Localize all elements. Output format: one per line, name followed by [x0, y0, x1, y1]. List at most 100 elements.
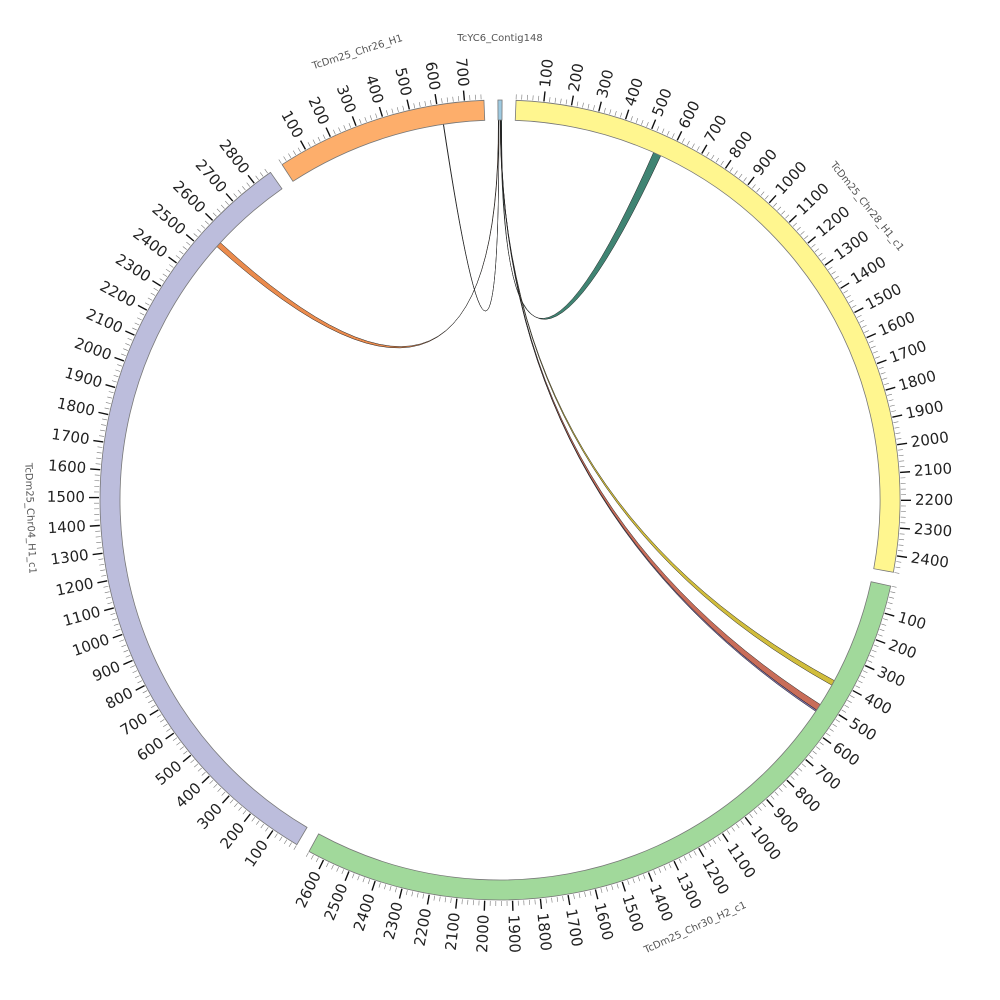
tick-label: 1800	[897, 367, 939, 395]
minor-tick	[97, 446, 103, 448]
minor-tick	[711, 154, 715, 160]
minor-tick	[107, 602, 113, 605]
tick-label: 1700	[562, 907, 586, 948]
minor-tick	[452, 96, 454, 102]
minor-tick	[255, 175, 259, 180]
minor-tick	[688, 853, 692, 859]
minor-tick	[293, 845, 297, 850]
tick-label: 1000	[70, 630, 112, 660]
minor-tick	[369, 115, 373, 121]
minor-tick	[760, 191, 765, 196]
minor-tick	[121, 353, 126, 357]
tick-label: 1800	[533, 912, 555, 952]
minor-tick	[283, 156, 287, 161]
segment-label: TcYC6_Contig148	[456, 33, 542, 44]
minor-tick	[897, 449, 903, 451]
minor-tick	[194, 763, 199, 768]
minor-tick	[416, 892, 419, 898]
minor-tick	[362, 877, 365, 883]
minor-tick	[551, 897, 553, 903]
tick-label: 800	[791, 783, 824, 816]
minor-tick	[104, 407, 110, 410]
minor-tick	[123, 649, 129, 653]
minor-tick	[102, 418, 108, 421]
minor-tick	[190, 759, 195, 764]
minor-tick	[402, 105, 405, 111]
major-tick	[788, 214, 797, 223]
minor-tick	[112, 618, 118, 621]
minor-tick	[895, 432, 901, 434]
major-tick	[676, 131, 683, 141]
major-tick	[570, 95, 575, 106]
tick-label: 600	[422, 60, 444, 91]
tick-label: 1400	[847, 253, 889, 288]
minor-tick	[396, 107, 399, 113]
minor-tick	[305, 852, 309, 857]
minor-tick	[99, 564, 105, 566]
minor-tick	[115, 628, 121, 632]
major-tick	[149, 709, 159, 716]
minor-tick	[869, 655, 875, 658]
major-tick	[647, 872, 653, 883]
minor-tick	[556, 896, 559, 902]
minor-tick	[132, 670, 138, 674]
minor-tick	[237, 189, 242, 194]
tick-label: 700	[117, 709, 151, 739]
minor-tick	[683, 856, 687, 861]
major-tick	[766, 799, 774, 808]
minor-tick	[894, 572, 900, 574]
minor-tick	[197, 767, 202, 772]
major-tick	[371, 880, 376, 891]
minor-tick	[873, 350, 878, 354]
minor-tick	[867, 660, 873, 663]
tick-label: 300	[333, 83, 360, 116]
major-tick	[896, 555, 908, 559]
tick-label: 2400	[910, 549, 950, 572]
minor-tick	[829, 728, 834, 732]
major-tick	[539, 898, 543, 909]
tick-label: 400	[172, 779, 205, 812]
minor-tick	[193, 233, 198, 238]
minor-tick	[712, 839, 717, 845]
minor-tick	[889, 404, 895, 407]
minor-tick	[201, 771, 206, 776]
tick-label: 2300	[913, 520, 952, 541]
minor-tick	[441, 98, 443, 104]
minor-tick	[831, 271, 836, 275]
minor-tick	[367, 879, 371, 885]
minor-tick	[150, 292, 156, 296]
minor-tick	[105, 402, 111, 404]
major-tick	[123, 659, 133, 666]
major-tick	[864, 664, 875, 671]
minor-tick	[886, 607, 892, 610]
major-tick	[786, 779, 795, 788]
minor-tick	[726, 830, 731, 835]
tick-label: 2500	[149, 200, 190, 238]
tick-label: 2400	[350, 891, 379, 933]
minor-tick	[641, 119, 644, 125]
link	[442, 119, 500, 312]
minor-tick	[818, 252, 823, 257]
major-tick	[462, 90, 466, 101]
major-tick	[724, 159, 732, 169]
minor-tick	[145, 695, 151, 699]
minor-tick	[891, 585, 897, 588]
minor-tick	[307, 142, 311, 147]
minor-tick	[125, 343, 131, 346]
minor-tick	[891, 410, 897, 413]
minor-tick	[849, 695, 855, 699]
minor-tick	[166, 728, 171, 732]
tick-label: 600	[829, 738, 863, 769]
major-tick	[137, 304, 148, 311]
minor-tick	[123, 348, 129, 351]
tick-label: 2000	[473, 914, 492, 953]
minor-tick	[336, 866, 339, 872]
minor-tick	[260, 823, 264, 829]
minor-tick	[781, 210, 786, 215]
minor-tick	[749, 813, 753, 818]
tick-label: 200	[886, 636, 919, 663]
minor-tick	[439, 896, 441, 902]
tick-label: 2300	[380, 900, 407, 941]
segment	[99, 171, 308, 846]
